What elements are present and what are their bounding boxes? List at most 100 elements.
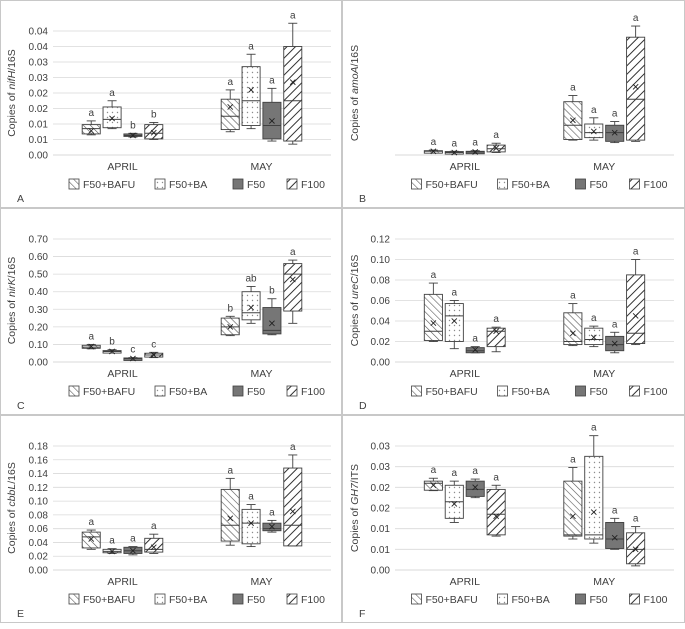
y-tick-label: 0.02 xyxy=(29,89,49,100)
x-category-label: MAY xyxy=(593,161,615,173)
legend-item-f50-ba: F50+BA xyxy=(497,178,550,191)
svg-text:F50: F50 xyxy=(247,594,265,606)
y-axis-label: Copies of nifH/16S xyxy=(6,49,18,137)
box-f50-may: a xyxy=(605,319,625,354)
svg-text:F50+BAFU: F50+BAFU xyxy=(83,386,135,398)
box-f100-april: c xyxy=(144,339,164,359)
significance-letter: a xyxy=(570,454,576,465)
significance-letter: a xyxy=(493,314,499,325)
significance-letter: c xyxy=(130,345,135,356)
x-category-label: APRIL xyxy=(450,161,481,173)
legend-item-f50: F50 xyxy=(232,385,265,398)
chart-panel-d: 0.00 0.02 0.04 0.06 0.08 0.10 0.12 Copies of ur… xyxy=(342,208,685,415)
svg-text:F50+BA: F50+BA xyxy=(169,386,207,398)
box-f50-bafu-april: a xyxy=(81,517,101,550)
legend-item-f50-ba: F50+BA xyxy=(154,385,207,398)
significance-letter: a xyxy=(472,138,478,149)
significance-letter: a xyxy=(472,466,478,477)
x-category-label: MAY xyxy=(251,576,273,588)
x-category-label: APRIL xyxy=(107,161,138,173)
y-tick-label: 0.04 xyxy=(29,42,49,53)
y-tick-label: 0.12 xyxy=(29,483,49,494)
chart-svg: 0.00 0.01 0.01 0.02 0.02 0.03 0.03 Copies of GH… xyxy=(349,423,674,620)
legend-item-f100: F100 xyxy=(629,593,668,606)
box-f50-may: b xyxy=(262,286,282,336)
box-f50-bafu-april: a xyxy=(423,465,443,492)
y-tick-label: 0.03 xyxy=(371,462,391,473)
box-f50-ba-april: b xyxy=(102,337,122,355)
significance-letter: a xyxy=(612,109,618,120)
box-f50-ba-april: a xyxy=(102,88,122,130)
legend-item-f50-bafu: F50+BAFU xyxy=(411,593,478,606)
significance-letter: a xyxy=(290,10,296,21)
significance-letter: a xyxy=(570,82,576,93)
box-f50-april: c xyxy=(123,345,143,362)
y-tick-label: 0.00 xyxy=(29,358,49,369)
y-tick-label: 0.00 xyxy=(371,566,391,577)
y-tick-label: 0.14 xyxy=(29,469,49,480)
significance-letter: a xyxy=(633,247,639,258)
x-category-label: APRIL xyxy=(450,368,481,380)
box-f50-bafu-april: a xyxy=(81,108,101,136)
chart-svg: 0.00 0.02 0.04 0.06 0.08 0.10 0.12 0.14 0.16 0.18… xyxy=(6,442,331,620)
y-axis-label: Copies of GH7/ITS xyxy=(349,464,361,552)
y-tick-label: 0.08 xyxy=(371,276,391,287)
legend-item-f50: F50 xyxy=(575,385,608,398)
significance-letter: a xyxy=(88,517,94,528)
legend-item-f100: F100 xyxy=(286,385,325,398)
significance-letter: c xyxy=(151,339,156,350)
y-tick-label: 0.10 xyxy=(29,340,49,351)
legend-item-f50: F50 xyxy=(232,178,265,191)
significance-letter: b xyxy=(269,286,275,297)
box-f50-bafu-may: a xyxy=(563,454,583,540)
box-f50-bafu-may: a xyxy=(563,82,583,141)
box-f50-bafu-may: a xyxy=(563,291,583,347)
box-f100-april: b xyxy=(144,109,164,140)
y-tick-label: 0.02 xyxy=(371,337,391,348)
legend-item-f50-bafu: F50+BAFU xyxy=(68,593,135,606)
significance-letter: a xyxy=(290,442,296,453)
svg-text:F50: F50 xyxy=(247,386,265,398)
legend-item-f100: F100 xyxy=(629,178,668,191)
y-tick-label: 0.08 xyxy=(29,510,49,521)
panel-label: A xyxy=(17,193,24,205)
box-f50-ba-may: ab xyxy=(241,273,261,324)
significance-letter: a xyxy=(227,77,233,88)
chart-panel-e: 0.00 0.02 0.04 0.06 0.08 0.10 0.12 0.14 0.16 0.18… xyxy=(0,415,342,623)
box-f50-april: a xyxy=(123,534,143,556)
box-f50-may: a xyxy=(605,505,625,550)
box-f50-april: b xyxy=(123,120,143,139)
y-tick-label: 0.00 xyxy=(371,358,391,369)
y-axis-label: Copies of nirK/16S xyxy=(6,257,18,345)
svg-text:F100: F100 xyxy=(644,386,668,398)
chart-panel-a: 0.00 0.01 0.01 0.02 0.02 0.03 0.03 0.04 0.04 Copi… xyxy=(0,0,342,208)
y-tick-label: 0.01 xyxy=(29,135,49,146)
svg-text:F100: F100 xyxy=(301,179,325,191)
significance-letter: a xyxy=(431,137,437,148)
box-f100-may: a xyxy=(283,247,303,324)
panel-label: B xyxy=(359,193,366,205)
y-tick-label: 0.30 xyxy=(29,305,49,316)
y-tick-label: 0.03 xyxy=(29,58,49,69)
y-tick-label: 0.01 xyxy=(371,545,391,556)
box-f50-april: a xyxy=(465,334,485,354)
significance-letter: a xyxy=(431,465,437,476)
box-f50-ba-may: a xyxy=(584,313,604,348)
y-tick-label: 0.12 xyxy=(371,235,391,246)
box-f100-april: a xyxy=(144,521,164,554)
significance-letter: a xyxy=(109,88,115,99)
y-tick-label: 0.10 xyxy=(371,255,391,266)
x-category-label: APRIL xyxy=(107,576,138,588)
box-f50-ba-april: a xyxy=(444,468,464,523)
significance-letter: a xyxy=(452,138,458,149)
box-f100-may: a xyxy=(626,514,646,567)
y-tick-label: 0.40 xyxy=(29,287,49,298)
box-f50-ba-may: a xyxy=(584,105,604,141)
y-tick-label: 0.03 xyxy=(371,442,391,453)
svg-text:F50+BA: F50+BA xyxy=(169,594,207,606)
y-tick-label: 0.06 xyxy=(371,296,391,307)
significance-letter: a xyxy=(248,492,254,503)
chart-panel-c: 0.00 0.10 0.20 0.30 0.40 0.50 0.60 0.70 Copies o… xyxy=(0,208,342,415)
y-tick-label: 0.50 xyxy=(29,270,49,281)
x-category-label: MAY xyxy=(251,368,273,380)
